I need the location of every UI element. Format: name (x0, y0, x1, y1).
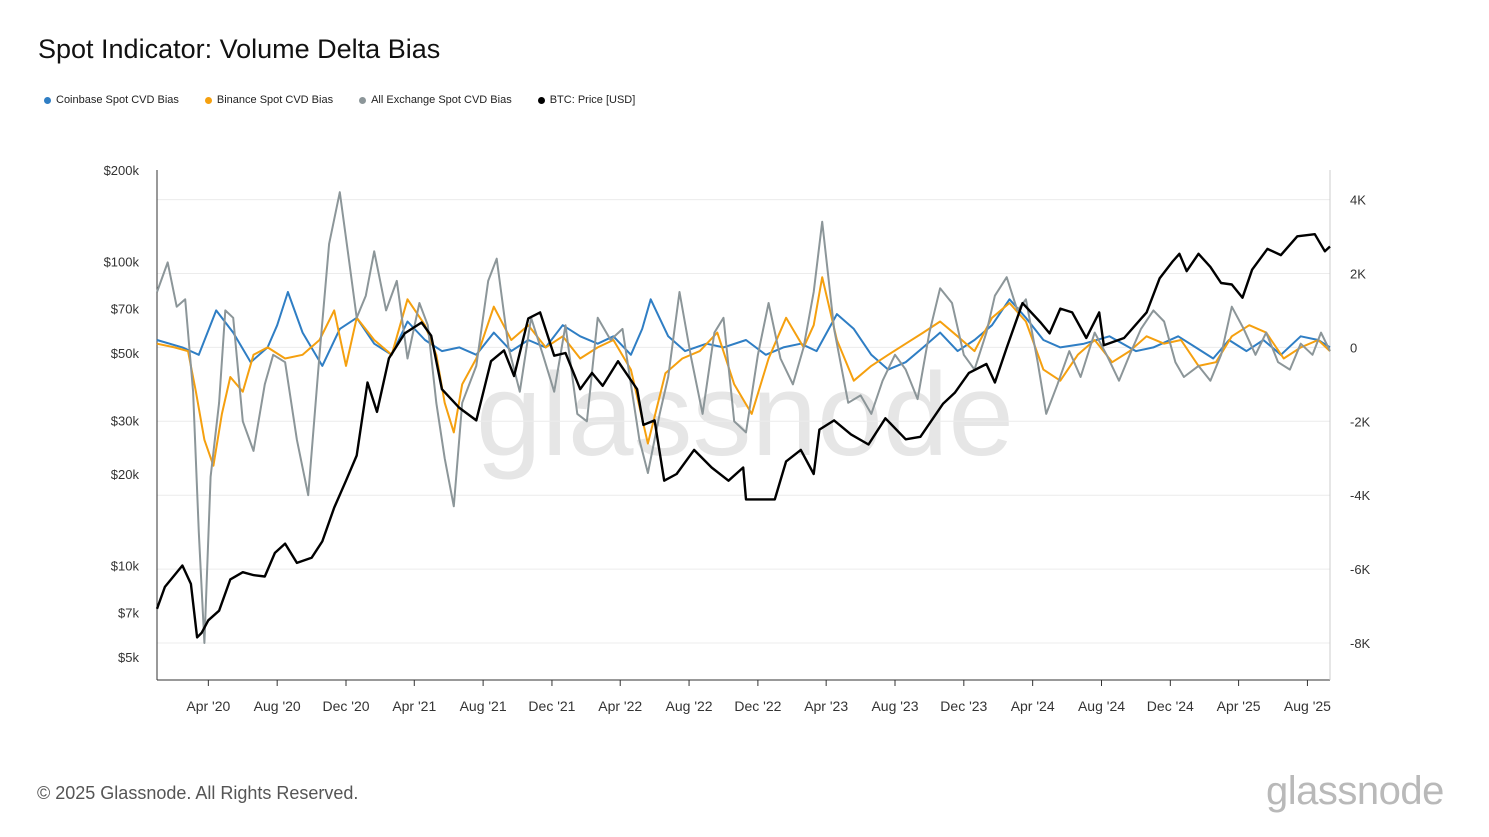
series-lines (155, 191, 1331, 644)
x-tick-label: Aug '21 (460, 698, 507, 714)
left-y-tick-label: $30k (111, 413, 140, 428)
watermark: glassnode (476, 349, 1014, 481)
legend-item[interactable]: Binance Spot CVD Bias (204, 94, 334, 106)
left-y-tick-label: $10k (111, 558, 140, 573)
x-tick-label: Aug '23 (871, 698, 918, 714)
chart-title: Spot Indicator: Volume Delta Bias (38, 34, 441, 64)
left-y-tick-label: $20k (111, 467, 140, 482)
x-tick-label: Apr '20 (186, 698, 230, 714)
right-y-tick-label: 2K (1350, 266, 1366, 281)
x-tick-label: Apr '24 (1011, 698, 1055, 714)
chart-axes (156, 170, 1331, 681)
right-y-tick-label: -8K (1350, 636, 1371, 651)
legend-dot-icon (44, 96, 51, 104)
right-y-axis-ticks: -8K -6K -4K -2K 0 2K 4K (1350, 193, 1371, 651)
legend-item[interactable]: Coinbase Spot CVD Bias (44, 94, 179, 106)
x-tick-label: Apr '23 (804, 698, 848, 714)
legend-label: All Exchange Spot CVD Bias (371, 94, 512, 106)
right-y-tick-label: 0 (1350, 340, 1357, 355)
brand-logo: glassnode (1266, 769, 1444, 813)
right-y-tick-label: -2K (1350, 414, 1371, 429)
x-tick-label: Aug '24 (1078, 698, 1125, 714)
legend-item[interactable]: All Exchange Spot CVD Bias (359, 94, 512, 106)
x-tick-label: Apr '25 (1217, 698, 1261, 714)
legend-dot-icon (204, 96, 212, 104)
legend-dot-icon (359, 96, 367, 104)
right-y-tick-label: -4K (1350, 488, 1371, 503)
left-y-tick-label: $200k (104, 163, 140, 178)
left-y-tick-label: $7k (118, 606, 139, 621)
x-tick-label: Aug '20 (254, 698, 301, 714)
grid-lines (157, 199, 1330, 644)
left-y-tick-label: $5k (118, 650, 139, 665)
x-tick-label: Dec '22 (734, 698, 781, 714)
x-tick-label: Aug '22 (666, 698, 713, 714)
right-y-tick-label: -6K (1350, 562, 1371, 577)
left-y-axis-ticks: $5k $7k $10k $20k $30k $50k $70k $100k $200k (104, 163, 140, 665)
x-tick-label: Dec '23 (940, 698, 987, 714)
series-line-binance-spot-cvd-bias (156, 276, 1331, 467)
legend-label: Coinbase Spot CVD Bias (56, 94, 179, 106)
x-axis-ticks: Apr '20 Aug '20 Dec '20 Apr '21 Aug '21 Dec '… (186, 680, 1331, 714)
series-line-all-exchange-spot-cvd-bias (156, 191, 1331, 644)
right-y-tick-label: 4K (1350, 193, 1366, 208)
legend-item[interactable]: BTC: Price [USD] (537, 94, 636, 106)
left-y-tick-label: $50k (111, 346, 140, 361)
left-y-tick-label: $70k (111, 302, 140, 317)
legend-dot-icon (537, 96, 545, 104)
x-tick-label: Dec '24 (1147, 698, 1194, 714)
legend-label: BTC: Price [USD] (549, 94, 636, 106)
copyright-notice: © 2025 Glassnode. All Rights Reserved. (37, 783, 359, 803)
series-line-btc-price-usd (155, 233, 1331, 639)
chart-legend: Coinbase Spot CVD Bias Binance Spot CVD B… (44, 94, 635, 106)
x-tick-label: Dec '21 (528, 698, 575, 714)
x-tick-label: Aug '25 (1284, 698, 1331, 714)
legend-label: Binance Spot CVD Bias (216, 94, 334, 106)
x-tick-label: Apr '22 (598, 698, 642, 714)
x-tick-label: Apr '21 (392, 698, 436, 714)
x-tick-label: Dec '20 (322, 698, 369, 714)
left-y-tick-label: $100k (104, 255, 140, 270)
